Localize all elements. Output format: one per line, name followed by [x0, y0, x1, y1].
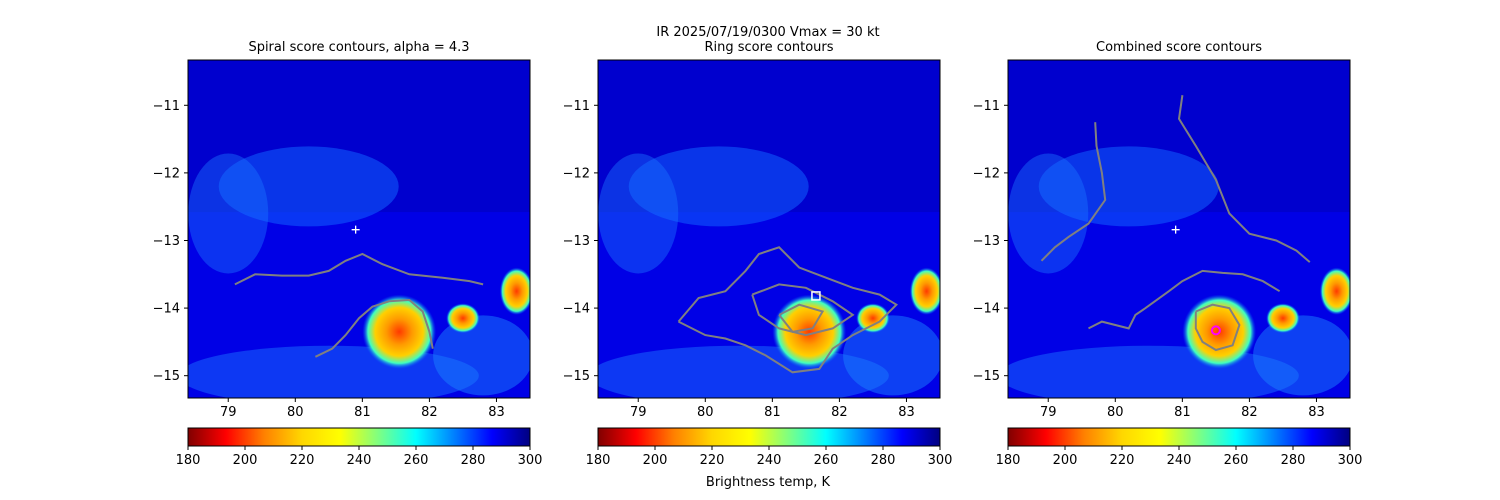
y-tick-label: −14	[973, 302, 1000, 317]
panel-3: Combined score contours 79 80 81 82 83 −11 −12 −…	[973, 40, 1363, 468]
axes-frame	[187, 59, 531, 399]
ir-field	[598, 60, 940, 398]
colorbar-tick-label: 280	[871, 453, 896, 468]
convective-cell-3	[856, 303, 890, 334]
best-center-marker	[1210, 325, 1221, 336]
y-tick-label: −11	[563, 99, 590, 114]
x-tick-label: 80	[287, 405, 304, 420]
x-tick-label: 79	[1040, 405, 1057, 420]
y-tick-label: −14	[563, 302, 590, 317]
colorbar-tick-label: 300	[1338, 453, 1363, 468]
ir-field	[1008, 60, 1350, 398]
x-tick-label: 83	[898, 405, 915, 420]
colorbar	[597, 427, 941, 447]
ir-cloud-west	[188, 153, 269, 274]
score-contour-3	[1088, 269, 1281, 330]
score-contour-3	[778, 303, 825, 333]
x-tick-label: 79	[630, 405, 647, 420]
colorbar-tick-label: 240	[757, 453, 782, 468]
score-contour-4	[1194, 303, 1241, 352]
y-tick-label: −15	[563, 369, 590, 384]
center-marker	[351, 225, 360, 234]
colorbar-tick-label: 240	[347, 453, 372, 468]
y-tick-label: −11	[973, 99, 1000, 114]
colorbar-tick-label: 300	[928, 453, 953, 468]
x-tick-label: 81	[1174, 405, 1191, 420]
x-tick-label: 82	[831, 405, 848, 420]
x-tick-label: 79	[220, 405, 237, 420]
convective-cell-1	[772, 294, 847, 369]
convective-cell-2	[499, 267, 530, 315]
ir-cloud-west	[598, 153, 679, 274]
panel-title: Combined score contours	[1096, 40, 1262, 55]
axes-frame	[597, 59, 941, 399]
colorbar-tick-label: 180	[176, 453, 201, 468]
x-tick-label: 82	[421, 405, 438, 420]
ir-field	[188, 60, 530, 398]
ir-cloud-southeast	[433, 315, 530, 396]
convective-cell-3	[1266, 303, 1300, 334]
y-tick-label: −14	[153, 302, 180, 317]
x-tick-label: 83	[1308, 405, 1325, 420]
center-marker	[811, 291, 821, 301]
colorbar-tick-label: 260	[814, 453, 839, 468]
panel-2: Ring score contours 79 80 81 82 83 −11 −12 −13 −1…	[563, 40, 953, 468]
colorbar-tick-label: 240	[1167, 453, 1192, 468]
center-marker	[1171, 225, 1180, 234]
colorbar-label: Brightness temp, K	[706, 475, 831, 490]
x-tick-label: 81	[354, 405, 371, 420]
colorbar-tick-label: 260	[404, 453, 429, 468]
ir-cloud-band	[218, 146, 399, 227]
y-tick-label: −12	[153, 166, 180, 181]
y-tick-label: −12	[563, 166, 590, 181]
y-tick-label: −13	[563, 234, 590, 249]
panel-title: Ring score contours	[704, 40, 833, 55]
figure-suptitle: IR 2025/07/19/0300 Vmax = 30 kt	[656, 25, 879, 40]
ir-cloud-southeast	[843, 315, 940, 396]
y-tick-label: −13	[153, 234, 180, 249]
axes-frame	[1007, 59, 1351, 399]
x-tick-label: 81	[764, 405, 781, 420]
x-tick-label: 80	[1107, 405, 1124, 420]
convective-cell-2	[909, 267, 940, 315]
ir-cloud-band	[628, 146, 809, 227]
y-tick-label: −15	[153, 369, 180, 384]
colorbar-tick-label: 260	[1224, 453, 1249, 468]
colorbar-tick-label: 180	[586, 453, 611, 468]
convective-cell-2	[1319, 267, 1350, 315]
y-tick-label: −12	[973, 166, 1000, 181]
colorbar	[1007, 427, 1351, 447]
colorbar-tick-label: 200	[233, 453, 258, 468]
colorbar-tick-label: 180	[996, 453, 1021, 468]
x-tick-label: 80	[697, 405, 714, 420]
y-tick-label: −15	[973, 369, 1000, 384]
colorbar-tick-label: 220	[700, 453, 725, 468]
colorbar-tick-label: 220	[290, 453, 315, 468]
convective-cell-3	[446, 303, 480, 334]
colorbar-tick-label: 280	[461, 453, 486, 468]
colorbar-tick-label: 300	[518, 453, 543, 468]
score-contour-2	[314, 298, 434, 358]
ir-cloud-southeast	[1253, 315, 1350, 396]
panel-1: Spiral score contours, alpha = 4.3 79 80 81…	[153, 40, 543, 468]
score-contour-1	[677, 246, 899, 374]
colorbar-tick-label: 200	[1053, 453, 1078, 468]
score-contour-1	[1040, 122, 1107, 262]
ir-cloud-band	[1038, 146, 1219, 227]
x-tick-label: 83	[488, 405, 505, 420]
y-tick-label: −13	[973, 234, 1000, 249]
colorbar	[187, 427, 531, 447]
colorbar-tick-label: 200	[643, 453, 668, 468]
x-tick-label: 82	[1241, 405, 1258, 420]
colorbar-tick-label: 220	[1110, 453, 1135, 468]
convective-cell-1	[362, 294, 437, 369]
panel-title: Spiral score contours, alpha = 4.3	[248, 40, 469, 55]
y-tick-label: −11	[153, 99, 180, 114]
score-contour-2	[1177, 95, 1311, 263]
score-contour-1	[234, 252, 484, 286]
ir-cloud-west	[1008, 153, 1089, 274]
colorbar-tick-label: 280	[1281, 453, 1306, 468]
score-contour-2	[751, 283, 855, 337]
